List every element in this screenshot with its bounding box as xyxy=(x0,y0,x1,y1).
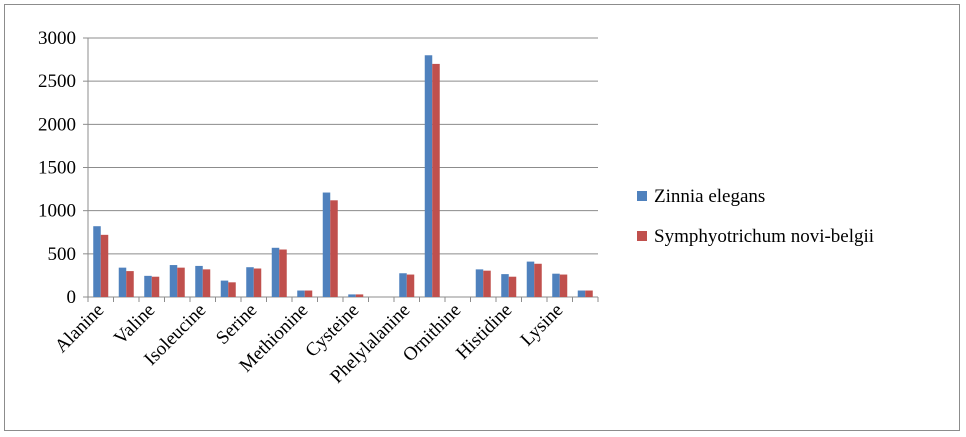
bar-zinnia-elegans xyxy=(169,265,178,297)
x-tick-label: Lysine xyxy=(517,300,568,351)
bar-symphyotrichum-novi-belgii xyxy=(432,63,440,298)
y-axis-tick-labels: 0 500 1000 1500 2000 2500 3000 xyxy=(38,28,76,308)
legend-label: Symphyotrichum novi-belgii xyxy=(654,226,874,247)
bar-symphyotrichum-novi-belgii xyxy=(202,269,211,297)
legend-swatch xyxy=(637,231,647,241)
x-tick-label: Alanine xyxy=(51,300,108,357)
bar-zinnia-elegans xyxy=(552,273,560,297)
bar-zinnia-elegans xyxy=(195,265,203,297)
bar-zinnia-elegans xyxy=(297,290,305,297)
bar-symphyotrichum-novi-belgii xyxy=(483,270,491,297)
bar-zinnia-elegans xyxy=(501,274,509,297)
legend: Zinnia elegans Symphyotrichum novi-belgii xyxy=(637,186,874,247)
y-tick-label: 3000 xyxy=(38,28,76,49)
bar-symphyotrichum-novi-belgii xyxy=(406,274,415,297)
bar-zinnia-elegans xyxy=(348,294,356,297)
axes xyxy=(83,37,599,302)
legend-swatch xyxy=(637,191,647,201)
chart-frame xyxy=(4,4,960,431)
bar-zinnia-elegans xyxy=(424,55,433,298)
bar-zinnia-elegans xyxy=(475,269,484,297)
bar-symphyotrichum-novi-belgii xyxy=(559,274,568,297)
bar-zinnia-elegans xyxy=(220,280,229,297)
x-tick-label: Valine xyxy=(110,300,159,349)
y-tick-label: 500 xyxy=(48,244,77,265)
gridlines xyxy=(88,37,598,255)
bar-zinnia-elegans xyxy=(399,273,407,297)
bar-symphyotrichum-novi-belgii xyxy=(330,200,338,297)
bar-symphyotrichum-novi-belgii xyxy=(126,271,134,297)
bar-zinnia-elegans xyxy=(118,267,127,297)
bar-zinnia-elegans xyxy=(271,247,280,297)
y-tick-label: 0 xyxy=(67,287,77,308)
bar-symphyotrichum-novi-belgii xyxy=(304,290,313,297)
y-tick-label: 2000 xyxy=(38,114,76,135)
bar-symphyotrichum-novi-belgii xyxy=(228,282,236,297)
x-tick-label: Histidine xyxy=(452,300,516,364)
bar-symphyotrichum-novi-belgii xyxy=(100,234,109,297)
bar-symphyotrichum-novi-belgii xyxy=(534,263,542,297)
x-tick-label: Serine xyxy=(212,300,261,349)
y-tick-label: 1500 xyxy=(38,158,76,179)
bar-symphyotrichum-novi-belgii xyxy=(279,249,287,297)
bar-symphyotrichum-novi-belgii xyxy=(585,290,593,297)
bar-zinnia-elegans xyxy=(246,267,254,297)
bars xyxy=(93,55,593,298)
legend-label: Zinnia elegans xyxy=(654,186,765,207)
bar-zinnia-elegans xyxy=(93,226,101,297)
bar-zinnia-elegans xyxy=(322,192,331,297)
bar-zinnia-elegans xyxy=(577,290,586,297)
y-tick-label: 1000 xyxy=(38,201,76,222)
bar-symphyotrichum-novi-belgii xyxy=(508,276,517,297)
bar-zinnia-elegans xyxy=(144,275,152,297)
bar-symphyotrichum-novi-belgii xyxy=(151,276,160,297)
bar-symphyotrichum-novi-belgii xyxy=(355,294,364,297)
bar-zinnia-elegans xyxy=(526,261,535,297)
bar-symphyotrichum-novi-belgii xyxy=(253,268,262,297)
y-tick-label: 2500 xyxy=(38,71,76,92)
bar-symphyotrichum-novi-belgii xyxy=(177,267,185,297)
